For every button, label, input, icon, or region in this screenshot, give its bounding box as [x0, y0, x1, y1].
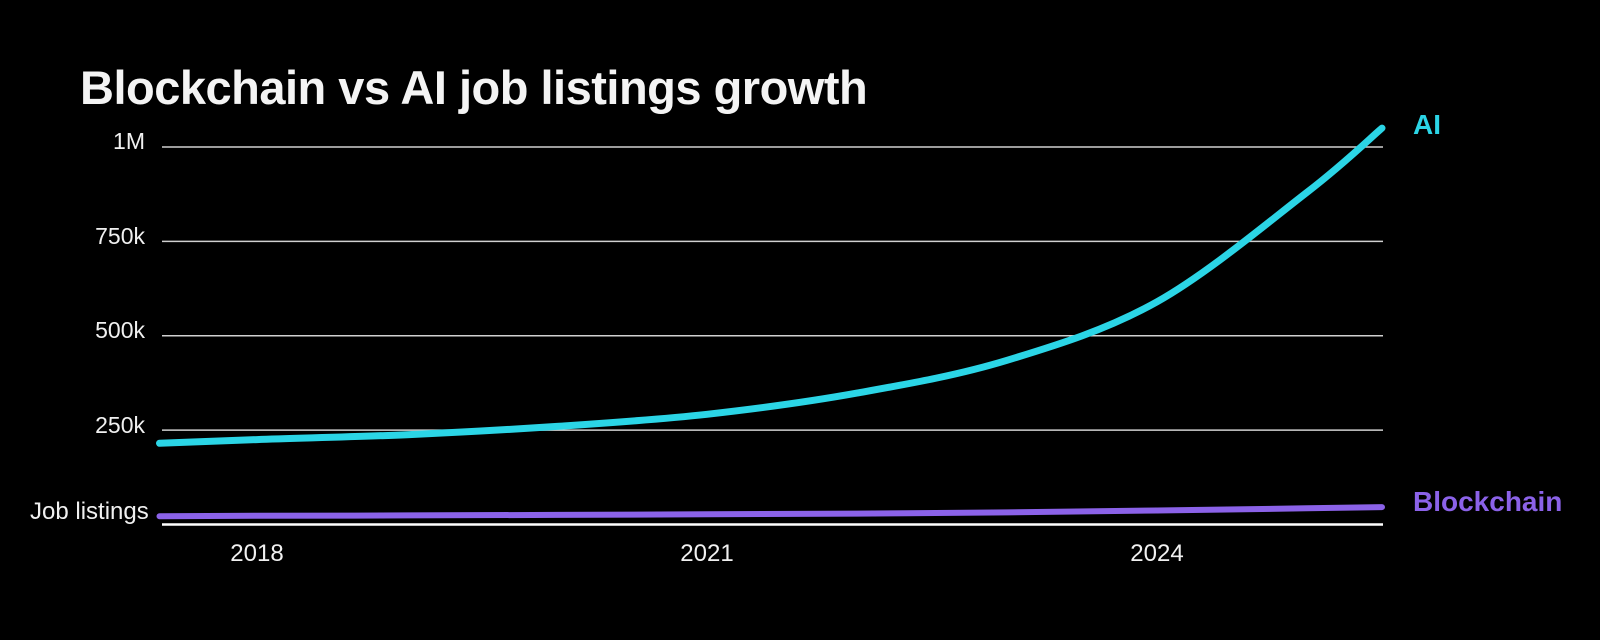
x-tick-2024: 2024 — [1130, 540, 1184, 567]
blockchain-line — [156, 504, 1385, 520]
chart-title: Blockchain vs AI job listings growth — [80, 61, 868, 114]
x-tick-2018: 2018 — [230, 540, 284, 567]
series-label-ai: AI — [1413, 109, 1441, 140]
y-tick-500k: 500k — [95, 317, 145, 343]
y-tick-1m: 1M — [113, 128, 145, 154]
y-tick-250k: 250k — [95, 412, 145, 438]
series-label-blockchain: Blockchain — [1413, 486, 1563, 517]
ai-line — [156, 124, 1386, 447]
y-axis-caption: Job listings — [30, 498, 149, 525]
y-tick-750k: 750k — [95, 223, 145, 249]
x-tick-2021: 2021 — [680, 540, 734, 567]
